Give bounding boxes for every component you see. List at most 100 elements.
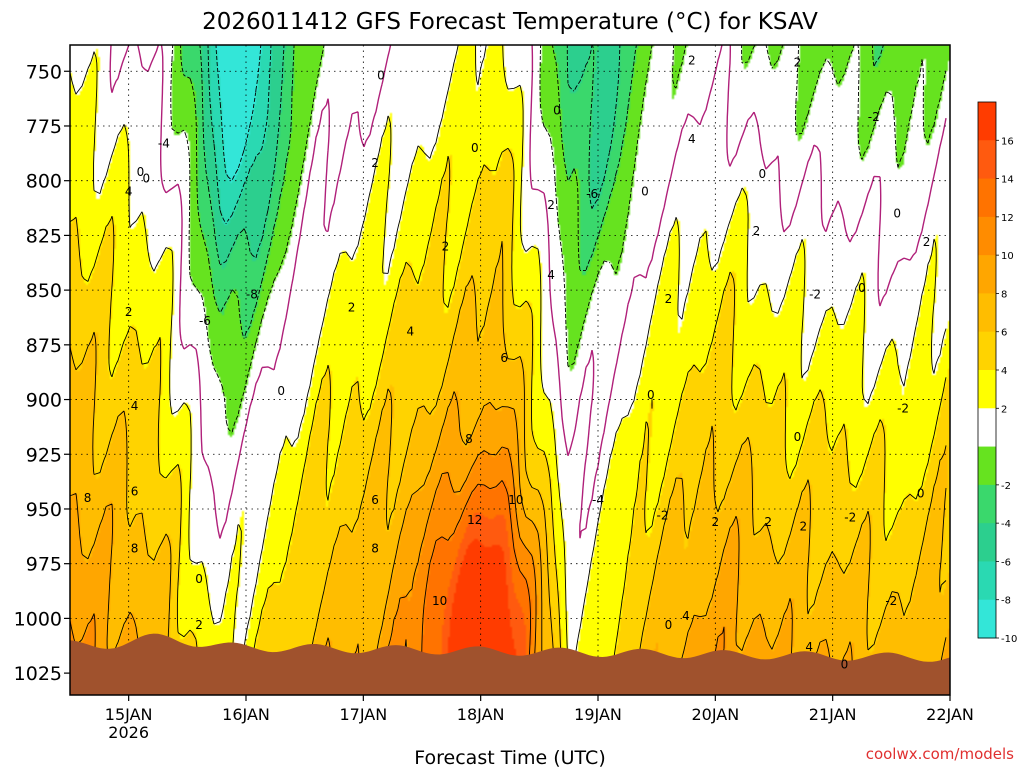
y-tick-label: 950 — [26, 499, 62, 521]
colorbar-label: 14 — [1001, 175, 1014, 186]
contour-label: 0 — [647, 388, 655, 402]
contour-label: 0 — [841, 657, 849, 671]
contour-label: 0 — [471, 141, 479, 155]
y-tick-label: 1000 — [14, 608, 62, 630]
contour-label: 4 — [131, 399, 139, 413]
x-tick-label: 21JAN — [809, 705, 857, 724]
contour-label: 4 — [406, 325, 414, 339]
contour-label: 2 — [371, 156, 379, 170]
contour-label: 0 — [277, 384, 285, 398]
contour-label: -2 — [897, 401, 909, 415]
terrain-surface — [70, 633, 950, 695]
contour-line-minus-6 — [199, 44, 621, 266]
colorbar-swatch — [978, 178, 996, 218]
gridlines — [70, 45, 951, 695]
colorbar-label: 6 — [1001, 328, 1007, 339]
x-tick-label: 22JAN — [926, 705, 974, 724]
contour-label: 2 — [753, 224, 761, 238]
contour-label: 0 — [794, 430, 802, 444]
colorbar-swatch — [978, 216, 996, 256]
colorbar-label: 12 — [1001, 213, 1014, 224]
colorbar-label: 4 — [1001, 366, 1007, 377]
plot-frame — [69, 44, 951, 696]
colorbar-swatch — [978, 255, 996, 294]
contour-label: -4 — [158, 136, 170, 150]
x-tick-label: 20JAN — [691, 705, 739, 724]
x-tick-label: 15JAN — [105, 705, 153, 724]
x-tick-label: 19JAN — [574, 705, 622, 724]
contour-label: 2 — [442, 239, 450, 253]
contour-label: 4 — [688, 132, 696, 146]
contour-label: 8 — [371, 541, 379, 555]
y-tick-label: 875 — [26, 335, 62, 357]
contour-label: 8 — [131, 541, 139, 555]
y-tick-label: 925 — [26, 444, 62, 466]
plot-area: 42468800-4-6-80022224686810121024000-6-4… — [69, 44, 951, 696]
colorbar-label: -6 — [1001, 557, 1011, 568]
x-tick-year-label: 2026 — [108, 723, 149, 742]
contour-label: 0 — [665, 618, 673, 632]
x-tick-label: 16JAN — [222, 705, 270, 724]
contour-line-6 — [69, 241, 947, 694]
contour-label: 6 — [371, 493, 379, 507]
colorbar-swatch — [978, 331, 996, 371]
contour-label: -2 — [885, 594, 897, 608]
pressure-axis: 750 775 800 825 850 875 900 925 950 975 1000 1025 — [14, 61, 70, 685]
colorbar-label: 10 — [1001, 251, 1014, 262]
colorbar-swatch — [978, 293, 996, 333]
contour-label: 0 — [641, 185, 649, 199]
colorbar-swatch — [978, 484, 996, 524]
contour-label: 4 — [682, 609, 690, 623]
contour-label: 10 — [508, 493, 523, 507]
colorbar-label: 16 — [1001, 136, 1014, 147]
contour-line-0 — [109, 44, 947, 539]
contour-label: 8 — [84, 491, 92, 505]
y-tick-label: 750 — [26, 61, 62, 83]
contour-label: 2 — [800, 519, 808, 533]
y-tick-label: 1025 — [14, 663, 62, 685]
contour-label: 0 — [137, 165, 145, 179]
contour-line-minus-4 — [180, 44, 884, 339]
contour-line-minus-8 — [207, 44, 272, 225]
x-tick-label: 18JAN — [457, 705, 505, 724]
contour-label: 2 — [712, 515, 720, 529]
x-axis-label: Forecast Time (UTC) — [414, 747, 605, 768]
y-tick-label: 800 — [26, 171, 62, 193]
colorbar-swatch — [978, 446, 996, 486]
contour-label: 2 — [547, 198, 555, 212]
contour-label: 12 — [467, 513, 482, 527]
y-tick-label: 775 — [26, 116, 62, 138]
contour-label: 0 — [553, 104, 561, 118]
y-tick-label: 850 — [26, 280, 62, 302]
contour-label: 2 — [125, 305, 133, 319]
contour-label: -2 — [657, 509, 669, 523]
contour-line-minus-2 — [170, 44, 947, 434]
colorbar-label: -10 — [1001, 634, 1017, 645]
contour-label: 2 — [794, 56, 802, 70]
contour-label: 0 — [195, 572, 203, 586]
contour-label: 2 — [348, 301, 356, 315]
y-tick-label: 975 — [26, 554, 62, 576]
contour-label: -8 — [246, 287, 258, 301]
contour-label: 2 — [923, 235, 931, 249]
contour-label: 2 — [764, 515, 772, 529]
contour-label: 6 — [131, 484, 139, 498]
x-tick-label: 17JAN — [339, 705, 387, 724]
contour-label: -2 — [868, 110, 880, 124]
contour-label: -2 — [809, 287, 821, 301]
colorbar-swatch — [978, 408, 996, 448]
contour-label: 2 — [195, 618, 203, 632]
colorbar-swatch — [978, 140, 996, 180]
colorbar-swatch — [978, 523, 996, 562]
contour-label: 4 — [805, 640, 813, 654]
contour-label: 10 — [432, 594, 447, 608]
contour-label: 0 — [758, 167, 766, 181]
contour-label: 4 — [547, 268, 555, 282]
chart-title: 2026011412 GFS Forecast Temperature (°C)… — [202, 9, 818, 35]
contour-label: -6 — [199, 314, 211, 328]
colorbar: 16 14 12 10 8 6 4 2 -2 -4 -6 -8 -10 — [977, 101, 1017, 645]
temperature-field — [70, 45, 950, 695]
contour-line-minus-10 — [215, 44, 262, 181]
colorbar-label: -8 — [1001, 596, 1011, 607]
